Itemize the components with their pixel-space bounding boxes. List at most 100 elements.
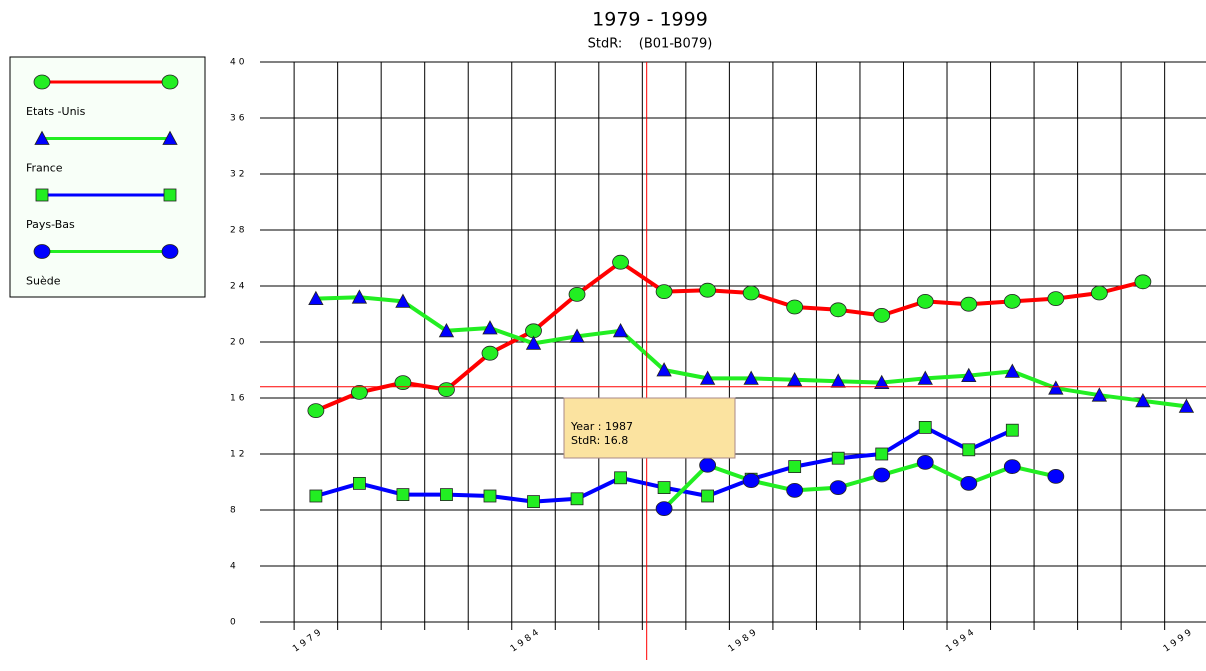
marker — [829, 480, 847, 496]
marker — [353, 476, 366, 490]
legend-item: Suède — [26, 244, 179, 288]
x-tick-label: 1989 — [727, 626, 761, 654]
legend-item: France — [26, 130, 178, 175]
y-tick-label: 0 — [230, 618, 239, 628]
x-tick-label: 1984 — [509, 626, 543, 654]
chart-subtitle: StdR: (B01-B079) — [588, 37, 713, 52]
legend-label: Etats -Unis — [26, 105, 86, 118]
marker — [612, 254, 629, 270]
marker — [569, 328, 585, 343]
y-tick-label: 40 — [230, 58, 247, 68]
marker — [787, 371, 803, 387]
marker — [163, 188, 177, 202]
tooltip-text: Year : 1987 — [570, 420, 633, 433]
marker — [482, 320, 498, 335]
y-tick-label: 36 — [230, 114, 247, 124]
marker — [1047, 468, 1065, 484]
marker — [656, 362, 672, 377]
chart-title: 1979 - 1999 — [592, 9, 708, 31]
legend-item: Etats -Unis — [26, 74, 179, 118]
marker — [1135, 392, 1151, 408]
marker — [699, 370, 716, 385]
marker — [655, 284, 673, 300]
marker — [742, 285, 760, 301]
marker — [395, 293, 411, 308]
y-tick-label: 12 — [230, 450, 247, 460]
marker — [570, 492, 584, 506]
marker — [1048, 380, 1064, 395]
marker — [699, 282, 717, 298]
marker — [699, 457, 717, 473]
marker — [701, 489, 715, 503]
marker — [162, 130, 178, 145]
marker — [440, 488, 453, 502]
y-tick-label: 8 — [230, 506, 239, 516]
legend-label: Suède — [26, 275, 61, 288]
marker — [527, 495, 540, 509]
marker — [1003, 459, 1021, 475]
marker — [1005, 423, 1019, 437]
marker — [657, 481, 671, 495]
marker — [612, 322, 629, 338]
marker — [786, 299, 804, 315]
marker — [1134, 274, 1152, 290]
marker — [525, 335, 542, 350]
marker — [873, 307, 891, 323]
marker — [568, 286, 586, 302]
marker — [394, 375, 412, 391]
marker — [1090, 285, 1108, 301]
marker — [961, 367, 977, 383]
marker — [874, 374, 890, 390]
marker — [918, 420, 932, 434]
y-tick-label: 20 — [230, 338, 247, 348]
marker — [962, 443, 976, 457]
marker — [873, 467, 891, 483]
marker — [1047, 291, 1065, 307]
marker — [829, 302, 847, 318]
x-tick-label: 1994 — [944, 626, 978, 654]
marker — [614, 471, 627, 485]
legend-item: Pays-Bas — [26, 188, 177, 231]
tooltip-text: StdR: 16.8 — [571, 434, 628, 447]
y-tick-label: 24 — [230, 282, 247, 292]
marker — [161, 74, 179, 90]
marker — [307, 403, 325, 419]
marker — [960, 475, 978, 491]
marker — [33, 74, 51, 90]
marker — [309, 489, 323, 503]
y-tick-label: 16 — [230, 394, 247, 404]
marker — [351, 289, 368, 304]
marker — [1004, 363, 1020, 378]
marker — [1091, 387, 1108, 402]
marker — [788, 460, 802, 474]
marker — [786, 482, 804, 498]
series-line — [662, 460, 1057, 511]
legend-label: France — [26, 162, 63, 175]
marker — [1178, 398, 1195, 413]
marker — [438, 322, 455, 338]
marker — [960, 296, 978, 312]
y-tick-label: 4 — [230, 562, 239, 572]
marker — [481, 345, 499, 361]
marker — [831, 451, 845, 465]
marker — [743, 370, 759, 385]
marker — [1003, 293, 1021, 309]
marker — [916, 454, 934, 470]
marker — [875, 447, 889, 461]
tooltip-box — [563, 397, 736, 459]
marker — [438, 382, 455, 398]
y-tick-label: 32 — [230, 170, 247, 180]
x-tick-label: 1979 — [291, 626, 325, 654]
marker — [33, 244, 51, 259]
marker — [308, 290, 324, 306]
legend-box — [9, 56, 206, 298]
marker — [917, 370, 933, 385]
legend-label: Pays-Bas — [26, 218, 75, 231]
x-tick-label: 1999 — [1162, 626, 1196, 654]
marker — [916, 293, 934, 309]
marker — [35, 188, 49, 202]
marker — [655, 501, 673, 517]
y-tick-label: 28 — [230, 226, 247, 236]
marker — [483, 489, 497, 503]
